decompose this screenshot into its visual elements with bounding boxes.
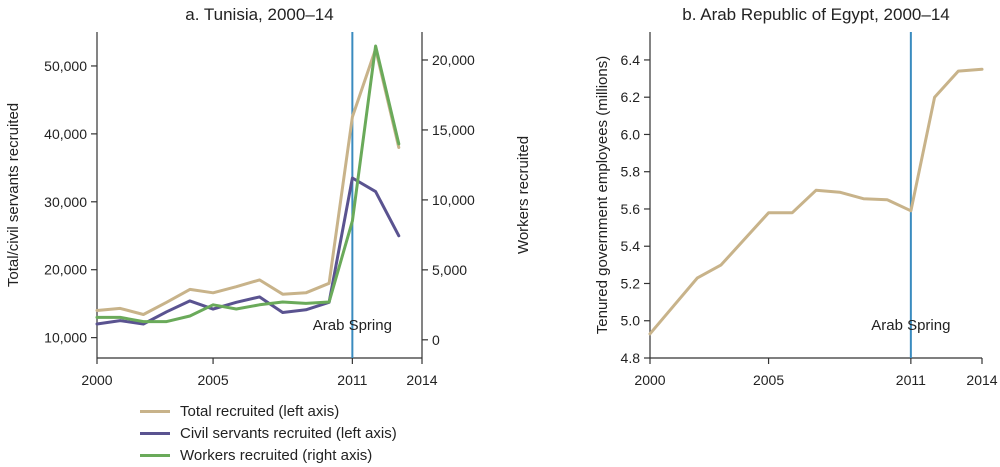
panel-a-y2-axis-label: Workers recruited — [515, 136, 532, 254]
panel-a-series-line-0 — [95, 47, 401, 316]
panel-b-y-tick-label: 5.4 — [621, 238, 641, 254]
panel-a-x-tick-label: 2005 — [197, 372, 228, 388]
panel-b-x-tick-label: 2014 — [966, 372, 997, 388]
panel-b-y-tick-label: 5.2 — [621, 275, 641, 291]
legend-item-total: Total recruited (left axis) — [140, 400, 397, 422]
panel-a-y-tick-label: 30,000 — [44, 194, 87, 210]
panel-a-y2-tick-label: 15,000 — [432, 122, 475, 138]
legend-swatch-total — [140, 409, 170, 413]
panel-a-y-axis-label: Total/civil servants recruited — [5, 103, 22, 287]
panel-b-arab-spring-label: Arab Spring — [871, 317, 950, 334]
legend-label-total: Total recruited (left axis) — [180, 402, 340, 420]
legend: Total recruited (left axis) Civil servan… — [140, 400, 397, 466]
panel-b-x-tick-label: 2005 — [753, 372, 784, 388]
panel-a-x-tick-label: 2014 — [406, 372, 437, 388]
panel-tunisia: a. Tunisia, 2000–14 2000 2005 2011 2014 10,00… — [5, 5, 532, 388]
panel-a-y-tick-label: 40,000 — [44, 126, 87, 142]
panel-a-series-line-2 — [95, 44, 401, 324]
panel-b-x-tick-label: 2000 — [634, 372, 665, 388]
legend-item-workers: Workers recruited (right axis) — [140, 444, 397, 466]
legend-label-workers: Workers recruited (right axis) — [180, 446, 373, 464]
panel-b-y-tick-label: 4.8 — [621, 350, 641, 366]
legend-item-civil-servants: Civil servants recruited (left axis) — [140, 422, 397, 444]
panel-b-series-line-0 — [648, 67, 984, 336]
panel-egypt: b. Arab Republic of Egypt, 2000–14 2000 20… — [594, 5, 998, 388]
chart-canvas: a. Tunisia, 2000–14 2000 2005 2011 2014 10,00… — [5, 5, 998, 388]
panel-a-title: a. Tunisia, 2000–14 — [185, 5, 333, 24]
panel-b-y-tick-label: 5.6 — [621, 201, 641, 217]
legend-label-civil-servants: Civil servants recruited (left axis) — [180, 424, 397, 442]
panel-a-x-tick-label: 2011 — [337, 372, 367, 388]
panel-b-y-tick-label: 6.4 — [621, 52, 641, 68]
panel-b-y-tick-label: 5.8 — [621, 164, 641, 180]
panel-a-arab-spring-label: Arab Spring — [313, 317, 392, 334]
panel-a-y-tick-label: 10,000 — [44, 330, 87, 346]
panel-a-y-tick-label: 20,000 — [44, 262, 87, 278]
legend-swatch-workers — [140, 453, 170, 457]
panel-b-y-tick-label: 6.0 — [621, 126, 641, 142]
panel-a-y-tick-label: 50,000 — [44, 58, 87, 74]
legend-swatch-civil-servants — [140, 431, 170, 435]
panel-b-y-axis-label: Tenured government employees (millions) — [594, 56, 611, 334]
panel-a-y2-tick-label: 20,000 — [432, 52, 475, 68]
panel-a-y2-tick-label: 10,000 — [432, 192, 475, 208]
panel-b-title: b. Arab Republic of Egypt, 2000–14 — [682, 5, 949, 24]
panel-a-x-tick-label: 2000 — [81, 372, 112, 388]
panel-b-y-tick-label: 6.2 — [621, 89, 641, 105]
panel-b-y-tick-label: 5.0 — [621, 313, 641, 329]
panel-b-x-tick-label: 2011 — [896, 372, 926, 388]
panel-a-series-line-1 — [95, 176, 401, 326]
panel-a-y2-tick-label: 0 — [432, 332, 440, 348]
panel-a-y2-tick-label: 5,000 — [432, 262, 467, 278]
